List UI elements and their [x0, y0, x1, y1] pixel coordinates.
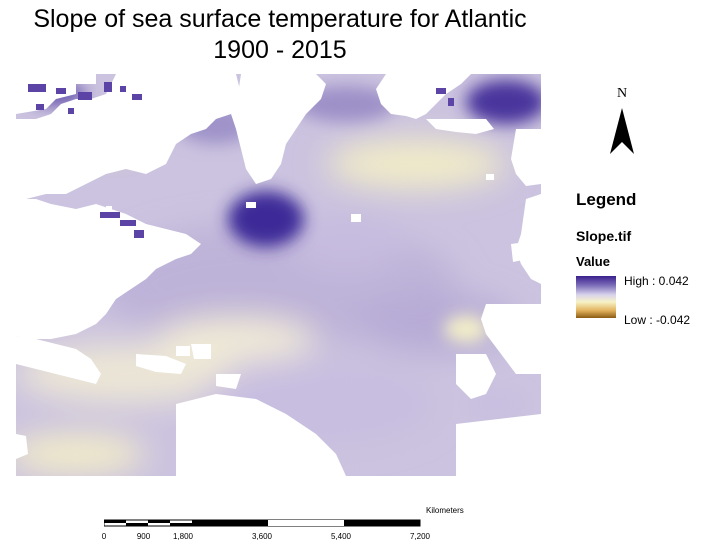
map-title-line-1: Slope of sea surface temperature for Atl… — [33, 5, 527, 33]
scale-bar-tick-label: 7,200 — [409, 532, 431, 541]
scale-bar-graphic — [104, 519, 421, 527]
map-frame[interactable] — [16, 74, 541, 476]
north-label: N — [616, 86, 628, 101]
scale-bar-tick-label: 0 — [101, 532, 107, 541]
sst-slope-raster[interactable] — [16, 74, 541, 476]
map-title-line-2: 1900 - 2015 — [213, 36, 347, 64]
scale-bar-tick-label: 900 — [136, 532, 151, 541]
legend-title: Legend — [576, 190, 637, 209]
land-mask — [16, 74, 541, 476]
legend: Legend Slope.tif Value High : 0.042 Low … — [576, 190, 726, 330]
legend-low-label: Low : -0.042 — [624, 313, 691, 327]
legend-color-ramp — [576, 276, 616, 318]
scale-bar-tick-label: 5,400 — [330, 532, 352, 541]
arctic-fragments — [28, 82, 454, 238]
north-arrow: N — [602, 86, 642, 158]
scale-bar-unit: Kilometers — [426, 506, 464, 515]
scale-bar-tick-label: 1,800 — [172, 532, 194, 541]
map-title: Slope of sea surface temperature for Atl… — [0, 4, 560, 66]
scale-bar-tick-label: 3,600 — [251, 532, 273, 541]
scale-bar: Kilometers 0 900 1,800 3,600 5,400 7,200 — [101, 506, 484, 542]
north-arrow-icon — [610, 108, 634, 154]
legend-high-label: High : 0.042 — [624, 274, 689, 288]
legend-field-name: Value — [576, 254, 610, 269]
legend-layer-name: Slope.tif — [576, 228, 632, 244]
